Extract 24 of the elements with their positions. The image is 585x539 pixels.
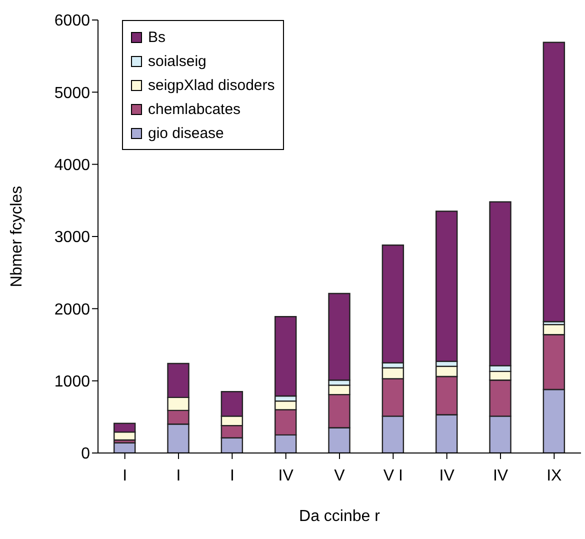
y-tick-label: 6000 <box>54 12 90 30</box>
x-tick-label: V <box>334 467 346 484</box>
x-tick-label: IV <box>439 467 455 484</box>
legend-label: chemlabcates <box>148 100 241 118</box>
y-axis-title: Nbmer fcycles <box>8 186 26 288</box>
x-tick-label: I <box>230 467 234 484</box>
legend-label: gio disease <box>148 124 224 142</box>
x-tick-label: IV <box>492 467 508 484</box>
y-tick-label: 2000 <box>54 301 90 318</box>
x-tick-label: V I <box>383 467 403 484</box>
bar <box>542 42 566 322</box>
y-tick-label: 0 <box>81 446 90 463</box>
x-axis-title: Da ccinbe r <box>299 508 381 525</box>
legend-label: soialseig <box>148 52 206 70</box>
x-tick-label: IV <box>278 467 294 484</box>
y-tick-label: 3000 <box>54 229 90 246</box>
y-tick-label: 1000 <box>54 374 90 391</box>
x-tick-label: IX <box>546 467 562 484</box>
x-tick-label: I <box>176 467 181 484</box>
y-tick-label: 5000 <box>54 84 90 102</box>
x-tick-label: I <box>122 467 128 484</box>
legend-label: seigpXlad disoders <box>148 76 275 94</box>
legend-label: Bs <box>148 28 166 46</box>
y-tick-label: 4000 <box>54 157 90 174</box>
